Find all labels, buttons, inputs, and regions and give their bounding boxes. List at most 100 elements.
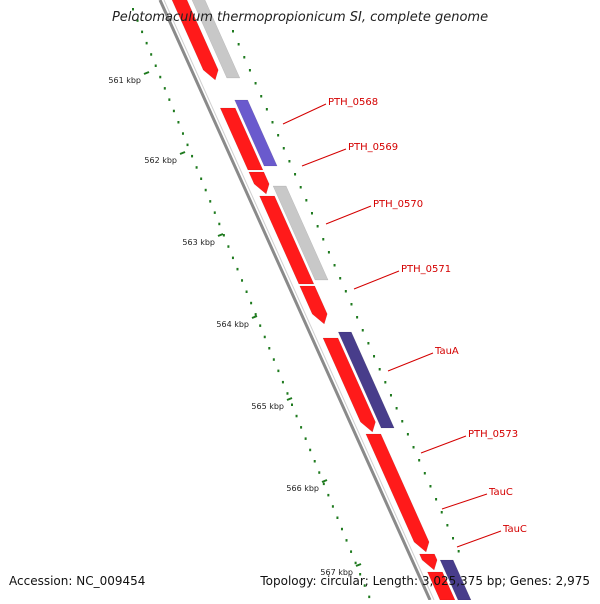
minor-tick xyxy=(327,493,330,497)
kbp-label: 567 kbp xyxy=(320,568,353,577)
minor-tick xyxy=(291,403,294,406)
minor-tick xyxy=(250,301,253,305)
minor-tick xyxy=(218,222,221,226)
minor-tick-outer xyxy=(277,134,280,137)
minor-tick xyxy=(359,573,362,576)
minor-tick xyxy=(340,527,343,531)
gene-label: TauA xyxy=(434,346,459,357)
major-tick xyxy=(286,397,293,401)
minor-tick xyxy=(331,505,334,508)
accession-text: Accession: NC_009454 xyxy=(9,574,146,588)
minor-tick xyxy=(345,539,348,542)
minor-tick xyxy=(241,279,244,282)
major-tick xyxy=(321,479,328,483)
gene-arrow xyxy=(259,195,315,285)
major-tick xyxy=(251,315,258,319)
gene-label: PTH_0570 xyxy=(373,199,423,210)
topology-text: Topology: circular; Length: 3,025,375 bp… xyxy=(260,574,590,588)
minor-tick-outer xyxy=(452,537,455,540)
gene-arrow xyxy=(322,337,376,433)
gene-label: TauC xyxy=(502,524,527,535)
minor-tick-outer xyxy=(282,147,285,150)
feature-navy xyxy=(337,331,395,429)
minor-tick xyxy=(286,392,289,395)
minor-tick xyxy=(213,211,216,214)
minor-tick-outer xyxy=(322,238,325,241)
minor-tick xyxy=(281,380,284,384)
minor-tick xyxy=(231,256,234,260)
backbone-line xyxy=(158,0,432,601)
minor-tick xyxy=(159,75,162,79)
minor-tick-outer xyxy=(265,108,268,111)
minor-tick-outer xyxy=(248,69,251,72)
minor-tick xyxy=(272,358,275,361)
minor-tick-outer xyxy=(401,420,404,423)
minor-tick xyxy=(154,64,157,67)
feature-track xyxy=(171,0,472,601)
minor-tick-outer xyxy=(243,56,246,59)
label-leader-line xyxy=(441,493,488,510)
feature-gray xyxy=(272,185,329,281)
gene-label: PTH_0573 xyxy=(468,429,518,440)
minor-tick xyxy=(200,177,203,180)
gene-arrow xyxy=(299,285,328,325)
minor-tick xyxy=(136,19,139,22)
minor-tick xyxy=(363,584,366,587)
minor-tick xyxy=(168,98,171,101)
minor-tick-outer xyxy=(389,394,392,397)
minor-tick-outer xyxy=(299,186,302,189)
minor-tick-outer xyxy=(446,524,449,527)
minor-tick xyxy=(277,369,280,373)
minor-tick-outer xyxy=(435,498,438,501)
gene-arrow xyxy=(419,553,438,571)
minor-tick xyxy=(195,166,198,169)
minor-tick-outer xyxy=(294,173,297,176)
minor-tick xyxy=(309,448,312,452)
minor-tick xyxy=(150,53,153,56)
minor-tick-outer xyxy=(288,160,291,163)
minor-tick-outer xyxy=(384,381,387,384)
minor-tick-outer xyxy=(367,342,370,345)
kbp-label: 561 kbp xyxy=(108,76,141,85)
minor-tick xyxy=(354,561,357,565)
minor-tick-outer xyxy=(327,251,330,254)
minor-tick-outer xyxy=(333,264,336,267)
minor-tick xyxy=(300,426,303,429)
gene-label: PTH_0568 xyxy=(328,97,378,108)
gene-arrow xyxy=(248,171,270,195)
kbp-label: 563 kbp xyxy=(182,238,215,247)
minor-tick-outer xyxy=(232,30,234,33)
minor-tick xyxy=(318,471,321,474)
minor-tick xyxy=(181,132,184,135)
label-leader-line xyxy=(456,530,502,548)
minor-tick-outer xyxy=(271,121,274,124)
gene-arrow xyxy=(171,0,219,81)
label-leader-line xyxy=(301,148,347,167)
kbp-label: 564 kbp xyxy=(216,320,249,329)
minor-tick xyxy=(368,595,371,599)
gene-label: PTH_0569 xyxy=(348,142,398,153)
feature-blue xyxy=(234,99,278,167)
backbone-track xyxy=(158,0,435,601)
major-tick xyxy=(179,151,186,155)
minor-tick-outer xyxy=(310,212,313,215)
minor-tick xyxy=(141,30,144,34)
minor-tick xyxy=(209,200,212,203)
major-tick xyxy=(217,233,224,237)
minor-tick xyxy=(222,234,225,237)
feature-gray xyxy=(191,0,241,79)
minor-tick-outer xyxy=(423,472,426,475)
minor-tick xyxy=(163,87,166,90)
gene-arrow xyxy=(219,107,264,171)
minor-tick xyxy=(236,267,239,271)
minor-tick-outer xyxy=(344,290,347,293)
minor-tick xyxy=(350,550,353,553)
minor-tick xyxy=(186,143,189,147)
major-tick xyxy=(355,563,362,567)
minor-tick xyxy=(172,109,175,113)
minor-tick xyxy=(322,482,325,486)
gene-arrow xyxy=(365,433,430,553)
minor-tick xyxy=(191,154,194,158)
kbp-label: 566 kbp xyxy=(286,484,319,493)
